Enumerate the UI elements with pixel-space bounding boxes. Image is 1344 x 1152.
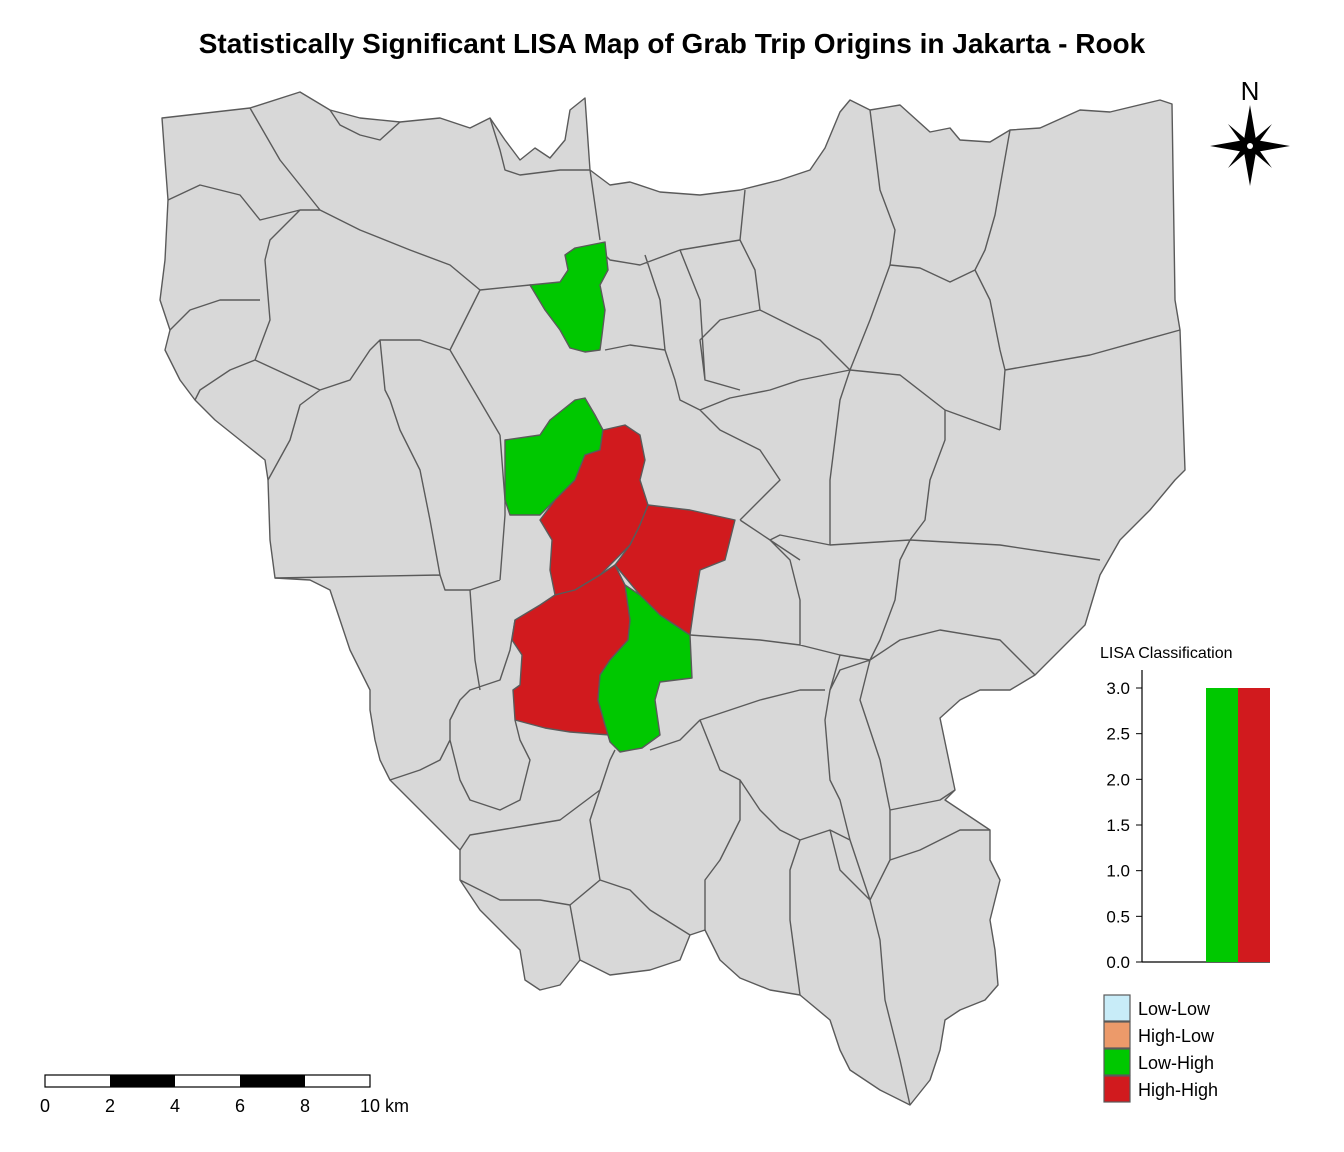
legend-label-high-low: High-Low <box>1138 1026 1215 1046</box>
histogram-tick-label: 1.5 <box>1106 816 1130 835</box>
histogram-tick-label: 0.0 <box>1106 953 1130 972</box>
north-label: N <box>1241 76 1260 106</box>
legend-label-high-high: High-High <box>1138 1080 1218 1100</box>
legend: Low-Low High-Low Low-High High-High <box>1103 994 1218 1103</box>
scale-label: 4 <box>170 1096 180 1116</box>
histogram-tick-label: 3.0 <box>1106 679 1130 698</box>
district-boundaries <box>167 107 1181 1106</box>
scale-bar: 0 2 4 6 8 10 km <box>40 1074 409 1116</box>
lisa-histogram: LISA Classification 3.0 2.5 2.0 1.5 1.0 0.5 0.… <box>1100 645 1270 972</box>
histogram-bar-low-high <box>1206 688 1238 962</box>
scale-label: 0 <box>40 1096 50 1116</box>
histogram-tick-label: 1.0 <box>1106 862 1130 881</box>
legend-label-low-high: Low-High <box>1138 1053 1214 1073</box>
histogram-tick-label: 0.5 <box>1106 907 1130 926</box>
histogram-bars <box>1206 688 1270 962</box>
histogram-y-axis: 3.0 2.5 2.0 1.5 1.0 0.5 0.0 <box>1106 679 1142 972</box>
legend-swatch-high-low <box>1103 1021 1131 1049</box>
scale-label: 6 <box>235 1096 245 1116</box>
north-arrow: N <box>1210 76 1290 186</box>
district-low-high-south <box>597 584 693 753</box>
scale-label: 8 <box>300 1096 310 1116</box>
district-low-high-north <box>529 241 609 353</box>
histogram-title: LISA Classification <box>1100 645 1233 662</box>
legend-swatch-high-high <box>1103 1075 1131 1103</box>
histogram-bar-high-high <box>1238 688 1270 962</box>
legend-swatch-low-high <box>1103 1048 1131 1076</box>
map-title: Statistically Significant LISA Map of Gr… <box>198 28 1146 59</box>
scale-label: 10 km <box>360 1096 409 1116</box>
scale-label: 2 <box>105 1096 115 1116</box>
histogram-tick-label: 2.5 <box>1106 725 1130 744</box>
histogram-tick-label: 2.0 <box>1106 770 1130 789</box>
scale-labels: 0 2 4 6 8 10 km <box>40 1096 409 1116</box>
legend-label-low-low: Low-Low <box>1138 999 1211 1019</box>
legend-swatch-low-low <box>1103 994 1131 1022</box>
